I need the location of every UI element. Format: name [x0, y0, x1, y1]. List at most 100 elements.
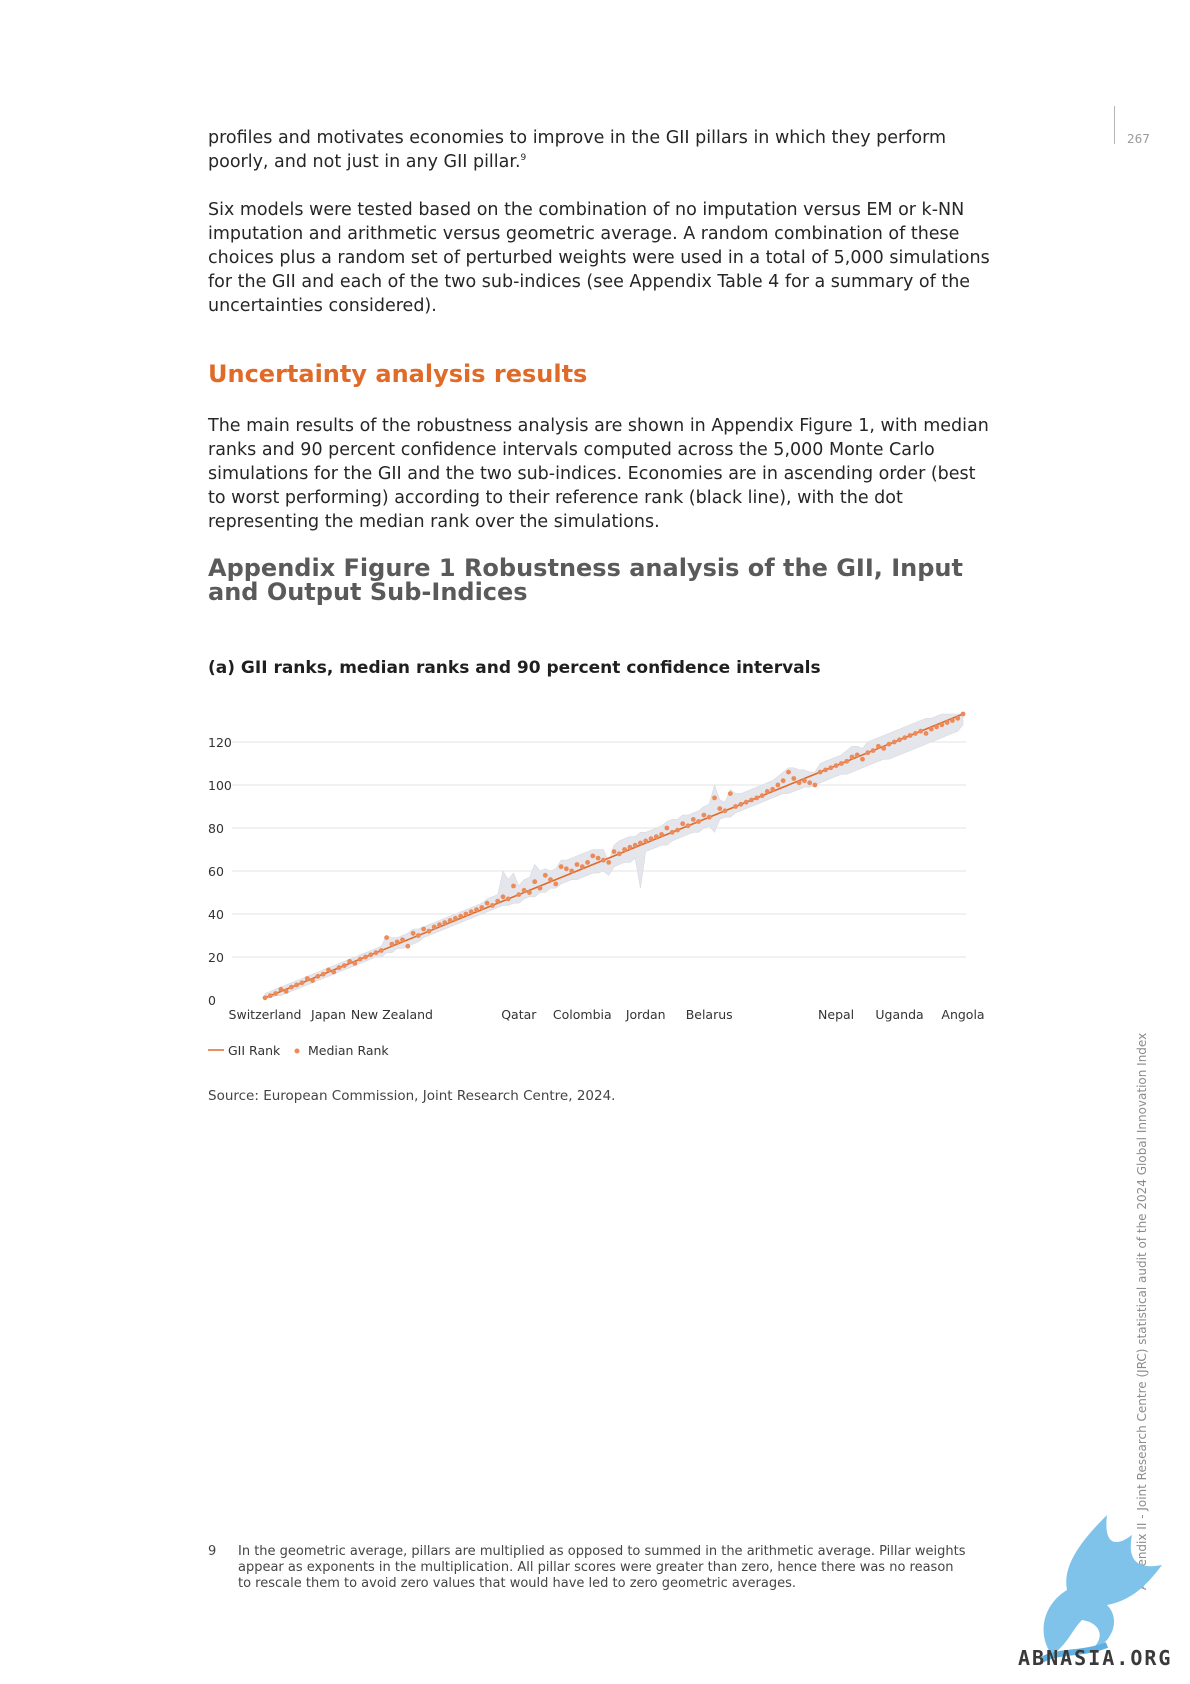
chart-axis-labels: 0 20 40 60 80 100 120 Switzerland Japan New Zeala…	[208, 735, 985, 1022]
median-rank-dot	[849, 754, 855, 760]
median-rank-dot	[669, 829, 675, 835]
median-rank-dot	[648, 836, 654, 842]
paragraph-2: Six models were tested based on the comb…	[208, 200, 990, 316]
median-rank-dot	[616, 851, 622, 857]
median-rank-dot	[786, 769, 791, 775]
median-rank-dot	[696, 819, 701, 824]
median-rank-dot	[770, 786, 775, 792]
median-rank-dot	[727, 791, 733, 796]
median-rank-dot	[363, 954, 368, 960]
x-category-label: Uganda	[875, 1007, 923, 1022]
median-rank-dot	[437, 922, 442, 928]
median-rank-dot	[638, 840, 643, 846]
median-rank-dot	[907, 733, 913, 738]
median-rank-dot	[939, 722, 945, 728]
median-rank-dot	[817, 769, 823, 775]
median-rank-dot	[553, 881, 559, 887]
median-rank-dot	[389, 941, 395, 947]
chart-legend: GII Rank Median Rank	[208, 1043, 389, 1058]
median-rank-dot	[495, 898, 501, 904]
median-rank-dot	[548, 877, 553, 882]
median-rank-dot	[622, 847, 627, 852]
median-rank-dot	[347, 958, 352, 964]
median-rank-dot	[780, 778, 786, 784]
median-rank-dot	[775, 782, 781, 788]
panel-title: (a) GII ranks, median ranks and 90 perce…	[208, 658, 821, 678]
median-rank-dot	[601, 857, 606, 863]
median-rank-dot	[574, 862, 580, 867]
median-rank-dot	[447, 918, 453, 923]
median-rank-dot	[759, 793, 765, 799]
median-rank-dot	[690, 817, 696, 822]
footnote-text: In the geometric average, pillars are mu…	[238, 1544, 966, 1591]
median-rank-dot	[368, 952, 374, 958]
median-rank-dot	[844, 758, 850, 764]
median-rank-dot	[606, 860, 612, 865]
median-rank-dot	[902, 735, 908, 741]
median-rank-dot	[341, 963, 347, 968]
median-rank-dot	[320, 971, 326, 977]
median-rank-dot	[833, 763, 839, 768]
footnote-ref[interactable]: 9	[520, 153, 527, 164]
median-rank-dot	[828, 765, 834, 771]
median-rank-dot	[802, 778, 807, 784]
median-rank-dot	[537, 885, 543, 891]
median-rank-dot	[738, 801, 744, 807]
median-rank-dot	[891, 739, 897, 745]
median-rank-dot	[426, 928, 432, 934]
median-rank-dot	[764, 789, 770, 794]
x-category-label: Jordan	[625, 1007, 666, 1022]
figure-source: Source: European Commission, Joint Resea…	[208, 1088, 616, 1104]
median-rank-dot	[564, 866, 569, 872]
x-category-label: New Zealand	[351, 1007, 433, 1022]
median-rank-dot	[934, 724, 939, 730]
median-rank-dot	[511, 883, 516, 889]
median-rank-dot	[527, 890, 532, 895]
legend-dot-swatch	[294, 1048, 300, 1054]
median-rank-dot	[479, 905, 485, 910]
median-rank-dot	[812, 782, 818, 788]
median-rank-dot	[886, 741, 892, 747]
chart-gii-rank-line-layer	[264, 713, 964, 999]
median-rank-dot	[653, 834, 659, 839]
figure-title: Appendix Figure 1 Robustness analysis of…	[208, 554, 963, 606]
median-rank-dot	[807, 780, 813, 786]
median-rank-dot	[754, 795, 760, 801]
median-rank-dot	[442, 920, 448, 925]
chart-grid	[232, 741, 966, 958]
y-tick-label: 0	[208, 993, 216, 1008]
median-rank-dot	[590, 853, 596, 859]
median-rank-dot	[722, 808, 728, 814]
median-rank-dot	[357, 956, 363, 962]
median-rank-dot	[611, 849, 617, 854]
median-rank-dot	[468, 909, 474, 915]
median-rank-dot	[294, 982, 300, 988]
median-rank-dot	[659, 832, 664, 837]
median-rank-dot	[542, 872, 548, 878]
median-rank-dot	[273, 991, 278, 996]
median-rank-dot	[558, 864, 564, 870]
section-heading: Uncertainty analysis results	[208, 360, 588, 388]
median-rank-dot	[664, 825, 670, 831]
median-rank-dot	[685, 823, 691, 829]
median-rank-dot	[627, 844, 633, 850]
median-rank-dot	[928, 726, 934, 732]
median-rank-dot	[410, 930, 416, 936]
median-rank-dot	[453, 915, 458, 921]
median-rank-dot	[283, 989, 289, 994]
y-tick-label: 60	[208, 864, 224, 879]
watermark-logo-text: ABNASIA.ORG	[1018, 1646, 1173, 1670]
y-tick-label: 20	[208, 950, 224, 965]
median-rank-dot	[384, 935, 389, 940]
median-rank-dot	[823, 767, 828, 773]
paragraph-1: profiles and motivates economies to impr…	[208, 126, 998, 174]
median-rank-dot	[500, 894, 506, 900]
median-rank-dot	[839, 761, 844, 766]
median-rank-dot	[336, 965, 342, 971]
median-rank-dot	[463, 911, 469, 917]
median-rank-dot	[267, 993, 273, 999]
median-rank-dot	[299, 980, 305, 986]
median-rank-dot	[913, 731, 918, 736]
median-rank-dot	[854, 752, 860, 758]
median-rank-dot	[743, 799, 749, 805]
